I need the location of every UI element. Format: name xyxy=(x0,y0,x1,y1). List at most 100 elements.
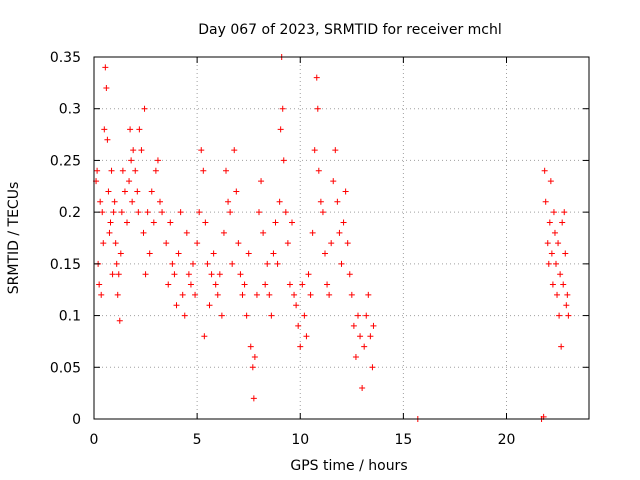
x-axis-ticks: 0 5 10 15 20 xyxy=(90,57,515,448)
data-point xyxy=(330,178,337,185)
data-point xyxy=(301,312,308,319)
data-point xyxy=(187,281,194,288)
data-point xyxy=(208,271,215,278)
data-point xyxy=(177,209,184,216)
data-point xyxy=(311,147,318,154)
y-axis-ticks: 0 0.05 0.1 0.15 0.2 0.25 0.3 0.35 xyxy=(50,50,589,428)
data-point xyxy=(332,147,339,154)
data-point xyxy=(144,209,151,216)
data-point xyxy=(315,167,322,174)
data-point xyxy=(280,157,287,164)
data-point xyxy=(185,271,192,278)
data-point xyxy=(253,291,260,298)
data-point xyxy=(223,167,229,174)
data-point xyxy=(260,229,267,236)
data-point xyxy=(359,384,366,391)
y-tick-label: 0.15 xyxy=(50,257,81,273)
data-point xyxy=(357,333,364,340)
data-point xyxy=(141,105,148,112)
y-tick-label: 0.35 xyxy=(50,50,81,66)
data-point xyxy=(129,198,136,205)
data-point xyxy=(175,250,182,257)
data-point xyxy=(264,260,271,267)
data-point xyxy=(136,126,143,133)
data-point xyxy=(328,240,335,247)
data-point xyxy=(163,240,170,247)
data-point xyxy=(276,198,283,205)
data-point xyxy=(545,260,552,267)
data-point xyxy=(116,317,123,324)
data-point xyxy=(367,333,374,340)
data-point xyxy=(212,281,219,288)
data-point xyxy=(107,219,114,226)
data-point xyxy=(249,364,256,371)
data-point xyxy=(326,291,333,298)
data-point xyxy=(159,209,166,216)
data-point xyxy=(549,281,556,288)
data-point xyxy=(126,178,133,185)
data-point xyxy=(564,291,571,298)
data-point xyxy=(134,188,141,195)
data-point xyxy=(247,343,254,350)
x-tick-label: 10 xyxy=(291,432,309,448)
data-point xyxy=(350,322,357,329)
data-point xyxy=(562,250,569,257)
data-point xyxy=(319,209,326,216)
data-point xyxy=(297,343,304,350)
data-point xyxy=(293,302,300,309)
data-point xyxy=(256,209,262,216)
data-point xyxy=(299,281,306,288)
data-point xyxy=(179,291,186,298)
x-tick-label: 5 xyxy=(193,432,202,448)
data-point xyxy=(210,250,217,257)
data-point xyxy=(233,188,240,195)
data-point xyxy=(282,209,289,216)
data-point xyxy=(237,271,244,278)
data-point xyxy=(289,219,295,226)
data-point xyxy=(169,260,176,267)
data-point xyxy=(558,343,565,350)
data-point xyxy=(218,312,225,319)
data-point xyxy=(365,291,372,298)
data-point xyxy=(272,219,279,226)
data-point xyxy=(112,240,119,247)
y-axis-label: SRMTID / TECUs xyxy=(6,182,22,295)
data-point xyxy=(309,229,316,236)
data-point xyxy=(556,312,563,319)
data-point xyxy=(284,240,291,247)
y-tick-label: 0.05 xyxy=(50,360,81,376)
data-point xyxy=(200,167,207,174)
data-point xyxy=(303,333,310,340)
data-point xyxy=(340,219,347,226)
data-point xyxy=(370,322,377,329)
data-point xyxy=(322,250,328,257)
plot-border xyxy=(93,56,590,420)
data-point xyxy=(154,157,161,164)
y-tick-label: 0 xyxy=(72,412,81,428)
data-point xyxy=(214,291,221,298)
data-point xyxy=(334,198,341,205)
data-point xyxy=(555,240,562,247)
data-point xyxy=(142,271,149,278)
data-point xyxy=(140,229,147,236)
data-point xyxy=(363,312,370,319)
data-point xyxy=(202,219,209,226)
data-point xyxy=(99,209,106,216)
data-point xyxy=(547,178,554,185)
data-point xyxy=(146,250,153,257)
data-point xyxy=(554,291,561,298)
data-point xyxy=(561,209,568,216)
data-point xyxy=(121,188,128,195)
data-point xyxy=(220,229,227,236)
data-point xyxy=(229,260,236,267)
data-point xyxy=(314,105,321,112)
chart-title: Day 067 of 2023, SRMTID for receiver mch… xyxy=(198,22,502,38)
data-point xyxy=(181,312,188,319)
data-point xyxy=(108,167,115,174)
data-point xyxy=(104,136,111,143)
data-point xyxy=(369,364,376,371)
data-point xyxy=(227,209,234,216)
data-point xyxy=(204,260,211,267)
